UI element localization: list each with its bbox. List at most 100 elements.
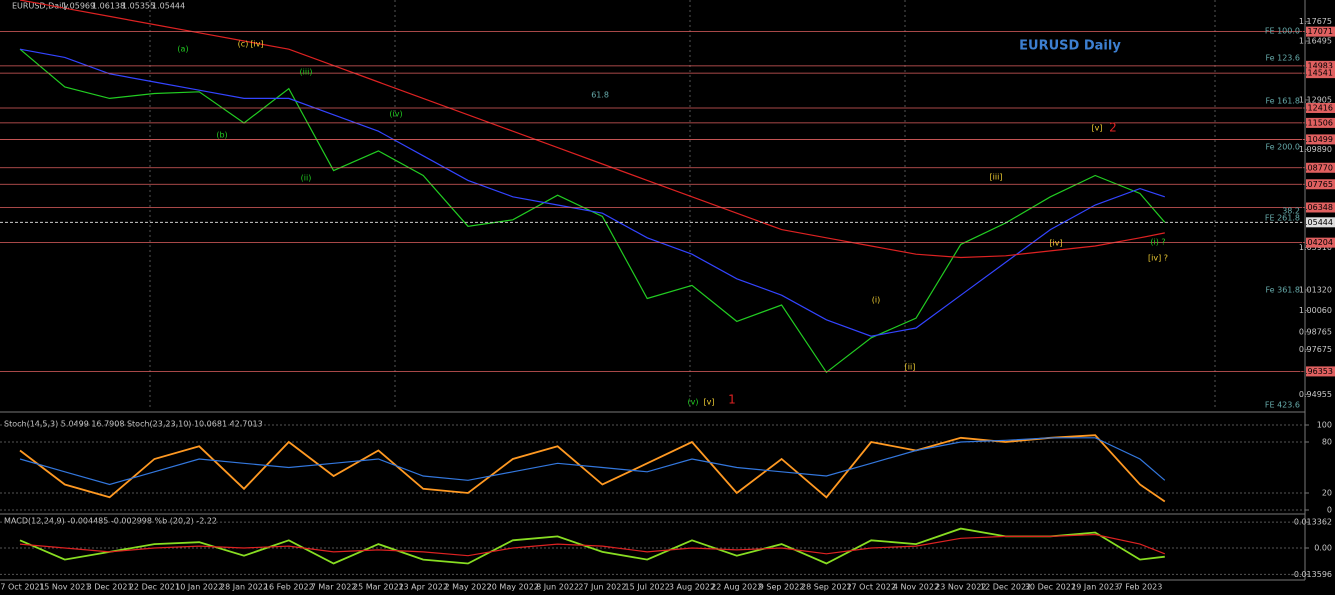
fib-label: FE 423.6 bbox=[1265, 401, 1300, 410]
wave-label: (a) bbox=[177, 45, 188, 54]
ohlc-value: 1.05444 bbox=[152, 2, 185, 11]
wave-label: 1 bbox=[728, 393, 736, 407]
level-box bbox=[1306, 202, 1335, 213]
x-tick-label: 3 Dec 2021 bbox=[87, 583, 133, 592]
fib-label: Fe 123.6 bbox=[1265, 54, 1300, 63]
y-tick-label: 0.00 bbox=[1314, 544, 1332, 553]
ohlc-value: 1.05969 bbox=[62, 2, 95, 11]
x-tick-label: 4 Nov 2022 bbox=[893, 583, 939, 592]
level-label: 1.17071 bbox=[1300, 27, 1333, 36]
level-label: 1.10499 bbox=[1300, 135, 1333, 144]
x-tick-label: 20 May 2022 bbox=[487, 583, 539, 592]
y-tick-label: 0 bbox=[1327, 506, 1332, 515]
panel-title: Stoch(14,5,3) 5.0499 16.7908 Stoch(23,23… bbox=[4, 420, 263, 429]
fib-label: FE 261.8 bbox=[1265, 214, 1300, 223]
level-box bbox=[1306, 117, 1335, 128]
y-tick-label: -0.013596 bbox=[1291, 570, 1332, 579]
y-tick-label: 1.00060 bbox=[1299, 306, 1332, 315]
x-tick-label: 15 Jul 2022 bbox=[625, 583, 670, 592]
series-line bbox=[19, 437, 1166, 486]
level-box bbox=[1306, 60, 1335, 71]
wave-label: (iii) bbox=[300, 68, 313, 77]
wave-label: [v] bbox=[704, 398, 715, 407]
wave-label: (i) bbox=[872, 296, 880, 305]
x-tick-label: 27 Oct 2021 bbox=[0, 583, 45, 592]
wave-label: [iii] bbox=[990, 173, 1003, 182]
x-tick-label: 28 Sep 2022 bbox=[801, 583, 852, 592]
level-box bbox=[1306, 237, 1335, 248]
x-tick-label: 3 Aug 2022 bbox=[669, 583, 715, 592]
wave-label: (b) bbox=[216, 131, 227, 140]
level-label: 1.14541 bbox=[1300, 69, 1333, 78]
x-tick-label: 2 May 2022 bbox=[444, 583, 491, 592]
x-tick-label: 25 Mar 2022 bbox=[353, 583, 404, 592]
x-tick-label: 8 Jun 2022 bbox=[536, 583, 579, 592]
level-box bbox=[1306, 179, 1335, 190]
wave-label: [ii] bbox=[905, 363, 916, 372]
series-line bbox=[19, 533, 1166, 557]
current-price-box bbox=[1306, 217, 1335, 228]
y-tick-label: 100 bbox=[1317, 421, 1332, 430]
y-tick-label: 0.013362 bbox=[1294, 518, 1332, 527]
series-line bbox=[19, 0, 1165, 259]
fib-label: Fe 361.8 bbox=[1265, 286, 1300, 295]
x-tick-label: 23 Nov 2022 bbox=[935, 583, 986, 592]
x-tick-label: 27 Jun 2022 bbox=[578, 583, 626, 592]
level-label: 1.12416 bbox=[1300, 103, 1333, 112]
fib-label: FE 100.0 bbox=[1265, 27, 1300, 36]
y-tick-label: 20 bbox=[1322, 489, 1332, 498]
x-tick-label: 7 Feb 2023 bbox=[1118, 583, 1163, 592]
x-tick-label: 9 Sep 2022 bbox=[759, 583, 805, 592]
x-tick-label: 16 Feb 2022 bbox=[264, 583, 314, 592]
x-tick-label: 17 Oct 2022 bbox=[846, 583, 895, 592]
level-box bbox=[1306, 68, 1335, 79]
y-tick-label: 0.94955 bbox=[1299, 390, 1332, 399]
level-label: 0.96353 bbox=[1300, 367, 1333, 376]
y-tick-label: 80 bbox=[1322, 438, 1332, 447]
series-line bbox=[19, 48, 1165, 337]
y-tick-label: 1.01320 bbox=[1299, 285, 1332, 294]
panel-title: MACD(12,24,9) -0.004485 -0.002998 %b (20… bbox=[4, 517, 217, 526]
x-tick-label: 10 Jan 2022 bbox=[175, 583, 223, 592]
ohlc-value: 1.05355 bbox=[122, 2, 155, 11]
chart-title: EURUSD Daily bbox=[1019, 39, 1121, 54]
x-tick-label: 22 Aug 2022 bbox=[711, 583, 762, 592]
level-label: 1.11506 bbox=[1300, 118, 1333, 127]
x-tick-label: 15 Nov 2021 bbox=[39, 583, 90, 592]
y-tick-label: 1.16495 bbox=[1299, 37, 1332, 46]
wave-label: (ii) bbox=[301, 174, 312, 183]
wave-label: (iv) bbox=[389, 110, 402, 119]
level-label: 1.07765 bbox=[1300, 180, 1333, 189]
x-tick-label: 7 Mar 2022 bbox=[311, 583, 357, 592]
level-box bbox=[1306, 162, 1335, 173]
wave-label: 2 bbox=[1109, 121, 1117, 135]
y-tick-label: 0.98765 bbox=[1299, 327, 1332, 336]
wave-label: [iv] bbox=[1049, 239, 1062, 248]
level-box bbox=[1306, 134, 1335, 145]
fib-label: 38.2 bbox=[1282, 207, 1300, 216]
wave-label: (v) bbox=[688, 398, 699, 407]
x-tick-label: 13 Apr 2022 bbox=[398, 583, 447, 592]
level-label: 1.08770 bbox=[1300, 163, 1333, 172]
level-label: 1.04204 bbox=[1300, 238, 1333, 247]
wave-label: [iv] bbox=[250, 40, 263, 49]
y-tick-label: 1.17675 bbox=[1299, 17, 1332, 26]
level-box bbox=[1306, 26, 1335, 37]
y-tick-label: 1.12905 bbox=[1299, 95, 1332, 104]
level-box bbox=[1306, 102, 1335, 113]
y-tick-label: 1.09890 bbox=[1299, 145, 1332, 154]
level-label: 1.06348 bbox=[1300, 203, 1333, 212]
wave-label: [iv] ? bbox=[1148, 254, 1168, 263]
wave-label: (c) bbox=[238, 40, 249, 49]
x-tick-label: 30 Dec 2022 bbox=[1025, 583, 1076, 592]
wave-label: (i) ? bbox=[1150, 238, 1165, 247]
level-box bbox=[1306, 366, 1335, 377]
x-tick-label: 22 Dec 2021 bbox=[129, 583, 180, 592]
y-tick-label: 0.97675 bbox=[1299, 345, 1332, 354]
x-tick-label: 19 Jan 2023 bbox=[1071, 583, 1119, 592]
series-line bbox=[19, 48, 1166, 374]
fib-label: 61.8 bbox=[591, 91, 609, 100]
